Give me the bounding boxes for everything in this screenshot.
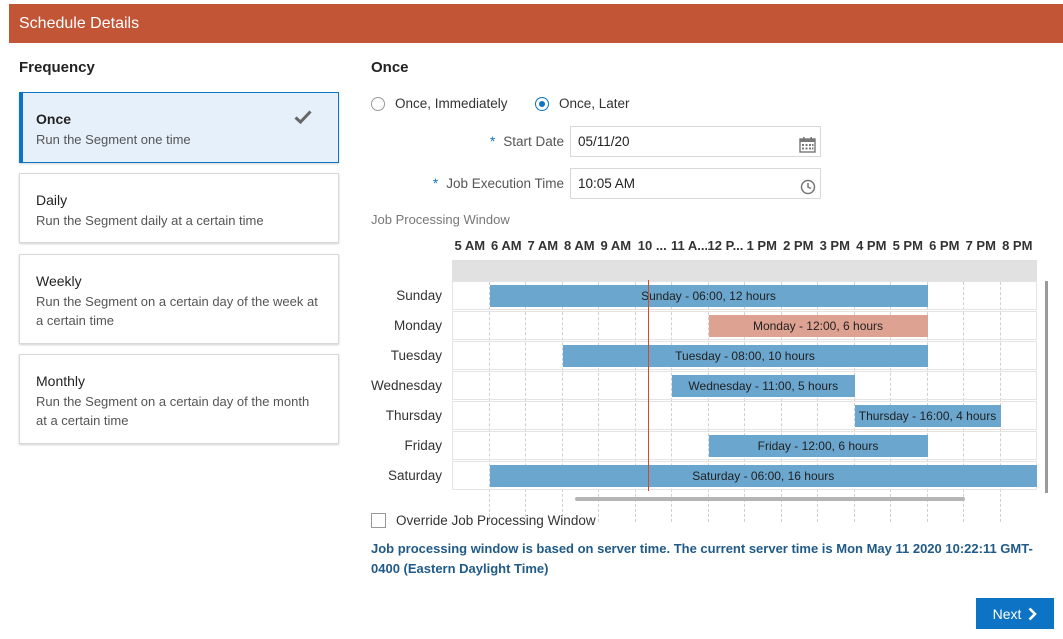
- day-label: Saturday: [387, 468, 442, 483]
- hour-gridline: [926, 282, 928, 522]
- hour-header: 1 PM: [744, 233, 781, 259]
- start-date-input[interactable]: 05/11/20: [570, 126, 821, 157]
- radio-label: Once, Immediately: [395, 96, 508, 111]
- day-label: Tuesday: [390, 348, 442, 363]
- radio-once-immediately[interactable]: Once, Immediately: [371, 96, 508, 111]
- override-label: Override Job Processing Window: [396, 513, 596, 528]
- day-label: Wednesday: [371, 378, 443, 393]
- day-label: Friday: [404, 438, 442, 453]
- hour-header: 9 AM: [598, 233, 635, 259]
- schedule-bar-wednesday[interactable]: Wednesday - 11:00, 5 hours: [672, 375, 855, 397]
- radio-label: Once, Later: [559, 96, 630, 111]
- radio-button[interactable]: [371, 96, 385, 111]
- hour-header: 2 PM: [781, 233, 817, 259]
- hour-header: 5 AM: [452, 233, 489, 259]
- day-row[interactable]: [452, 281, 1037, 310]
- override-window-checkbox[interactable]: Override Job Processing Window: [371, 513, 596, 528]
- chevron-right-icon: [1028, 607, 1038, 620]
- option-description: Run the Segment on a certain day of the …: [36, 294, 318, 328]
- schedule-bar-saturday[interactable]: Saturday - 06:00, 16 hours: [489, 465, 1037, 487]
- option-title: Weekly: [36, 273, 82, 289]
- job-execution-time-value: 10:05 AM: [578, 176, 636, 191]
- hour-gridline: [525, 282, 526, 522]
- schedule-bar-tuesday[interactable]: Tuesday - 08:00, 10 hours: [562, 345, 928, 367]
- hour-gridline: [488, 282, 490, 522]
- hour-header: 8 PM: [1000, 233, 1036, 259]
- job-execution-time-input[interactable]: 10:05 AM: [570, 168, 821, 199]
- day-row[interactable]: [452, 311, 1037, 340]
- hour-header: 7 AM: [525, 233, 562, 259]
- next-button[interactable]: Next: [976, 598, 1054, 629]
- hour-header: 4 PM: [854, 233, 890, 259]
- hour-header: 3 PM: [817, 233, 854, 259]
- server-time-info: Job processing window is based on server…: [371, 541, 1033, 576]
- hour-gridline: [634, 282, 636, 522]
- option-title: Daily: [36, 192, 68, 208]
- radio-once-later[interactable]: Once, Later: [535, 96, 630, 111]
- schedule-bar-friday[interactable]: Friday - 12:00, 6 hours: [708, 435, 928, 457]
- frequency-option-weekly[interactable]: Weekly Run the Segment on a certain day …: [19, 254, 339, 344]
- hour-gridline: [707, 282, 709, 522]
- day-row[interactable]: [452, 431, 1037, 460]
- frequency-option-daily[interactable]: Daily Run the Segment daily at a certain…: [19, 173, 339, 243]
- next-label: Next: [992, 605, 1022, 622]
- day-row[interactable]: [452, 371, 1037, 400]
- schedule-bar-monday[interactable]: Monday - 12:00, 6 hours: [708, 315, 928, 337]
- horizontal-scrollbar[interactable]: [575, 497, 965, 501]
- option-description: Run the Segment daily at a certain time: [36, 213, 264, 228]
- job-processing-window-label: Job Processing Window: [371, 212, 510, 227]
- frequency-option-once[interactable]: Once Run the Segment one time: [19, 92, 339, 163]
- required-marker: *: [489, 134, 496, 149]
- start-date-label: * Start Date: [489, 134, 564, 149]
- option-description: Run the Segment one time: [36, 132, 191, 147]
- hour-gridline: [963, 282, 964, 522]
- hour-gridline: [561, 282, 563, 522]
- vertical-scrollbar[interactable]: [1045, 281, 1048, 493]
- schedule-bar-sunday[interactable]: Sunday - 06:00, 12 hours: [489, 285, 928, 307]
- option-description: Run the Segment on a certain day of the …: [36, 394, 310, 428]
- page-title: Schedule Details: [19, 15, 140, 32]
- option-title: Once: [36, 111, 72, 127]
- hour-gridline: [999, 282, 1001, 522]
- day-label: Sunday: [396, 288, 442, 303]
- day-label: Monday: [393, 318, 442, 333]
- day-label: Thursday: [385, 408, 442, 423]
- clock-icon[interactable]: [800, 176, 816, 205]
- hour-header: 5 PM: [890, 233, 927, 259]
- job-execution-time-label: * Job Execution Time: [432, 176, 564, 191]
- hour-gridline: [598, 282, 599, 522]
- job-processing-window-grid[interactable]: 5 AM 6 AM 7 AM 8 AM 9 AM 10 ... 11 A... 12 P...…: [452, 233, 1037, 522]
- checkbox[interactable]: [371, 513, 386, 528]
- once-heading: Once: [371, 59, 409, 76]
- calendar-icon[interactable]: [799, 134, 816, 163]
- hour-header: 10 ...: [635, 233, 671, 259]
- hour-header: 8 AM: [562, 233, 598, 259]
- day-row[interactable]: [452, 401, 1037, 430]
- hour-header: 7 PM: [963, 233, 1000, 259]
- start-date-value: 05/11/20: [578, 134, 630, 149]
- hour-gridline: [744, 282, 745, 522]
- hour-header: 12 P...: [708, 233, 744, 259]
- schedule-bar-thursday[interactable]: Thursday - 16:00, 4 hours: [854, 405, 1001, 427]
- hour-gridline: [890, 282, 891, 522]
- day-row[interactable]: [452, 341, 1037, 370]
- hour-gridline: [853, 282, 855, 522]
- hour-gridline: [817, 282, 818, 522]
- frequency-heading: Frequency: [19, 59, 95, 76]
- checkmark-icon: [294, 109, 312, 130]
- hour-header: 6 PM: [927, 233, 963, 259]
- required-marker: *: [432, 176, 439, 191]
- hour-header: 11 A...: [671, 233, 708, 259]
- current-time-indicator: [648, 280, 649, 491]
- hour-gridline: [780, 282, 782, 522]
- header-band: [452, 260, 1037, 282]
- hour-gridline: [671, 282, 672, 522]
- hour-header: 6 AM: [489, 233, 525, 259]
- radio-button[interactable]: [535, 96, 549, 111]
- option-title: Monthly: [36, 373, 86, 389]
- page-header: Schedule Details: [9, 4, 1063, 43]
- frequency-option-monthly[interactable]: Monthly Run the Segment on a certain day…: [19, 354, 339, 444]
